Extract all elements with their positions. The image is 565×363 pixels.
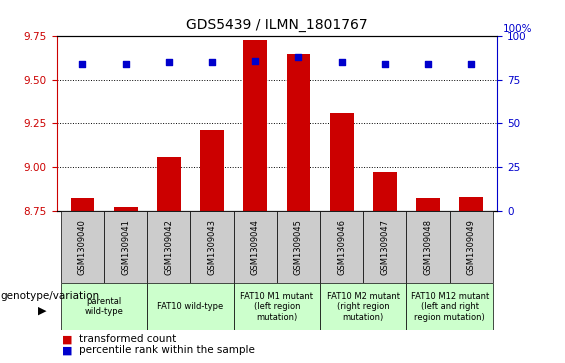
- Text: percentile rank within the sample: percentile rank within the sample: [79, 345, 255, 355]
- Bar: [459, 197, 483, 211]
- Point: [251, 58, 260, 64]
- Bar: [416, 198, 440, 211]
- Title: GDS5439 / ILMN_1801767: GDS5439 / ILMN_1801767: [186, 19, 368, 33]
- Point: [424, 61, 433, 67]
- Bar: [277, 211, 320, 283]
- Point: [467, 61, 476, 67]
- Bar: [330, 113, 354, 211]
- Bar: [373, 172, 397, 211]
- Bar: [114, 207, 137, 211]
- Bar: [61, 211, 104, 283]
- Bar: [200, 130, 224, 211]
- Text: GSM1309041: GSM1309041: [121, 219, 130, 275]
- Bar: [234, 283, 320, 330]
- Text: parental
wild-type: parental wild-type: [85, 297, 124, 317]
- Bar: [234, 211, 277, 283]
- Bar: [244, 40, 267, 211]
- Bar: [363, 211, 406, 283]
- Text: GSM1309045: GSM1309045: [294, 219, 303, 275]
- Bar: [320, 211, 363, 283]
- Text: GSM1309043: GSM1309043: [207, 219, 216, 275]
- Text: GSM1309040: GSM1309040: [78, 219, 87, 275]
- Text: 100%: 100%: [503, 24, 532, 33]
- Point: [337, 60, 346, 65]
- Text: FAT10 wild-type: FAT10 wild-type: [157, 302, 224, 311]
- Text: FAT10 M2 mutant
(right region
mutation): FAT10 M2 mutant (right region mutation): [327, 292, 400, 322]
- Point: [121, 61, 130, 67]
- Bar: [190, 211, 234, 283]
- Bar: [320, 283, 406, 330]
- Point: [380, 61, 389, 67]
- Text: FAT10 M12 mutant
(left and right
region mutation): FAT10 M12 mutant (left and right region …: [411, 292, 489, 322]
- Bar: [406, 211, 450, 283]
- Bar: [157, 156, 181, 211]
- Bar: [71, 198, 94, 211]
- Text: ▶: ▶: [38, 305, 47, 315]
- Text: FAT10 M1 mutant
(left region
mutation): FAT10 M1 mutant (left region mutation): [240, 292, 314, 322]
- Bar: [104, 211, 147, 283]
- Bar: [61, 283, 147, 330]
- Bar: [286, 54, 310, 211]
- Text: GSM1309046: GSM1309046: [337, 219, 346, 275]
- Point: [294, 54, 303, 60]
- Point: [207, 60, 216, 65]
- Bar: [147, 283, 234, 330]
- Text: genotype/variation: genotype/variation: [1, 291, 99, 301]
- Text: GSM1309049: GSM1309049: [467, 219, 476, 275]
- Bar: [450, 211, 493, 283]
- Text: transformed count: transformed count: [79, 334, 176, 344]
- Point: [164, 60, 173, 65]
- Text: GSM1309047: GSM1309047: [380, 219, 389, 275]
- Bar: [406, 283, 493, 330]
- Text: ■: ■: [62, 345, 73, 355]
- Text: GSM1309044: GSM1309044: [251, 219, 260, 275]
- Text: GSM1309042: GSM1309042: [164, 219, 173, 275]
- Text: ■: ■: [62, 334, 73, 344]
- Bar: [147, 211, 190, 283]
- Text: GSM1309048: GSM1309048: [424, 219, 433, 275]
- Point: [78, 61, 87, 67]
